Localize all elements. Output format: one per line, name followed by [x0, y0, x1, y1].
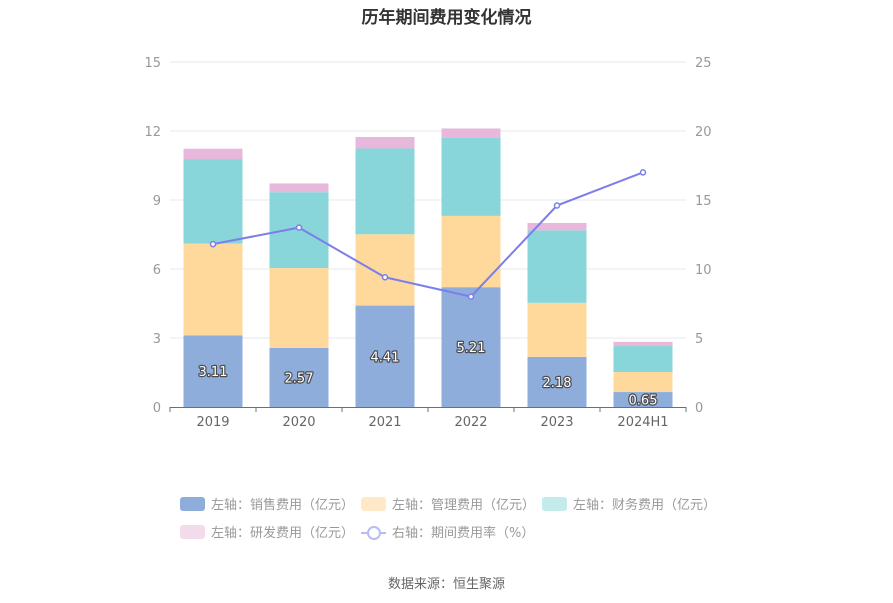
bar-segment	[441, 128, 501, 138]
expense-rate-point	[553, 202, 561, 209]
right-axis-tick: 0	[695, 401, 703, 416]
expense-rate-line	[212, 171, 644, 298]
bar-segment	[183, 159, 243, 244]
bar-segment	[613, 372, 673, 393]
expense-rate-point	[295, 224, 303, 231]
bar-segment	[183, 243, 243, 336]
x-axis-tick-label: 2021	[368, 415, 401, 430]
right-axis-tick: 20	[695, 125, 712, 140]
legend-swatch-finance	[542, 496, 567, 511]
bar-data-label: 3.11	[199, 365, 228, 380]
left-axis-tick: 9	[153, 194, 161, 209]
bar-segment	[527, 223, 587, 231]
bar-data-label: 5.21	[457, 341, 486, 356]
bar-segment	[355, 234, 415, 306]
bar-segment	[183, 148, 243, 160]
bar-segment	[527, 356, 587, 407]
left-axis-tick: 3	[153, 332, 161, 347]
bar-data-label: 2.57	[285, 371, 314, 386]
legend-circle-icon	[367, 525, 381, 540]
legend-item-rnd[interactable]: 左轴：研发费用（亿元）	[180, 522, 354, 541]
legend-label-rnd: 左轴：研发费用（亿元）	[211, 526, 355, 541]
x-axis-tick-label: 2022	[454, 415, 487, 430]
legend-swatch-sales	[180, 496, 205, 511]
expense-rate-point	[209, 240, 217, 248]
bar-segment	[269, 183, 329, 193]
legend-item-expense-rate[interactable]: 右轴：期间费用率（%）	[361, 522, 534, 541]
chart-title: 历年期间费用变化情况	[361, 8, 532, 28]
bar-segment	[441, 287, 501, 407]
expense-rate-point	[381, 274, 389, 281]
bar-segment	[613, 346, 673, 373]
right-axis-tick: 5	[695, 332, 703, 347]
legend-item-finance[interactable]: 左轴：财务费用（亿元）	[542, 494, 716, 513]
bar-segment	[183, 335, 243, 407]
source-note: 数据来源：恒生聚源	[387, 577, 505, 592]
x-axis-tick-label: 2023	[540, 415, 573, 430]
legend-item-admin[interactable]: 左轴：管理费用（亿元）	[361, 494, 535, 513]
legend-label-admin: 左轴：管理费用（亿元）	[392, 498, 536, 513]
bar-data-label: 4.41	[371, 350, 400, 365]
bar-segment	[613, 392, 673, 407]
left-axis-tick: 6	[153, 263, 161, 278]
legend-label-sales: 左轴：销售费用（亿元）	[211, 498, 355, 513]
bar-segment	[269, 268, 329, 348]
x-axis-tick-label: 2019	[196, 415, 229, 430]
bar-segment	[527, 230, 587, 303]
bar-data-label: 2.18	[543, 376, 572, 391]
left-axis-tick: 15	[144, 56, 161, 71]
bar-segment	[269, 347, 329, 407]
right-axis-tick: 15	[695, 194, 712, 209]
legend-swatch-expense-rate	[361, 525, 386, 540]
left-axis-tick: 0	[153, 401, 161, 416]
legend-swatch-rnd	[180, 524, 205, 539]
right-axis-tick: 10	[695, 263, 712, 278]
right-axis-tick: 25	[695, 56, 712, 71]
bar-segment	[441, 215, 501, 288]
left-axis-tick: 12	[144, 125, 161, 140]
bar-segment	[527, 302, 587, 357]
bar-segment	[613, 341, 673, 347]
bar-segment	[355, 136, 415, 149]
x-axis-tick-label: 2024H1	[617, 415, 668, 430]
legend-label-expense-rate: 右轴：期间费用率（%）	[392, 526, 535, 541]
expense-rate-point	[467, 293, 475, 300]
bar-segment	[441, 137, 501, 216]
legend-swatch-admin	[361, 496, 386, 511]
legend-item-sales[interactable]: 左轴：销售费用（亿元）	[180, 494, 354, 513]
legend-label-finance: 左轴：财务费用（亿元）	[573, 498, 717, 513]
expense-rate-point	[639, 169, 647, 176]
bar-data-label: 0.65	[629, 394, 658, 409]
bar-segment	[355, 148, 415, 235]
x-axis-tick-label: 2020	[282, 415, 315, 430]
bar-segment	[355, 305, 415, 407]
